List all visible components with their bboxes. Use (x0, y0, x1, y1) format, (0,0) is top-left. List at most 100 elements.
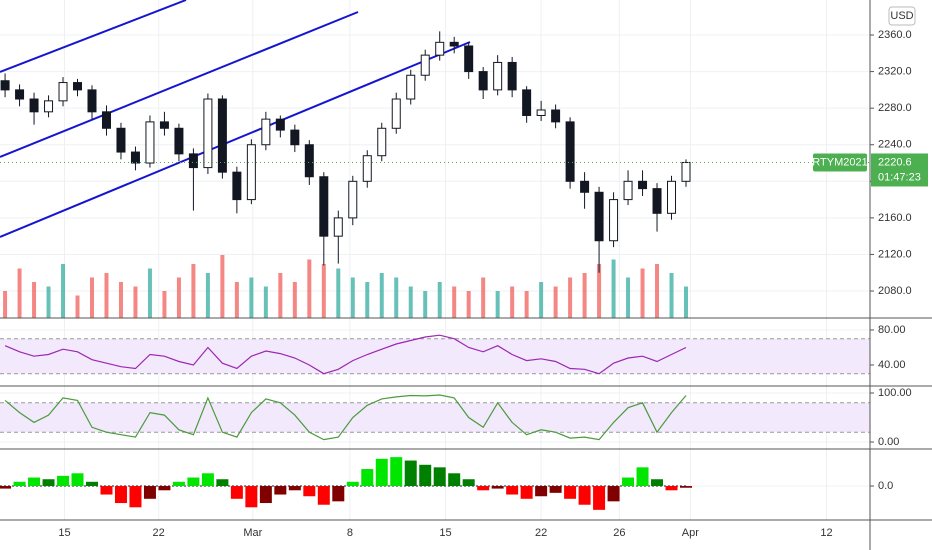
x-tick-label: Apr (682, 527, 699, 539)
histogram-bar (114, 486, 127, 504)
volume-bar (640, 268, 645, 318)
histogram-bar (578, 486, 591, 505)
y-tick-label: 2160.0 (878, 212, 912, 224)
histogram-bar (506, 486, 519, 495)
histogram-bar (651, 479, 664, 487)
histogram-bar (317, 486, 330, 505)
candle-body (58, 82, 68, 102)
indicator-line (4, 394, 687, 441)
histogram-bar (404, 460, 417, 487)
y-tick-label: 2320.0 (878, 65, 912, 77)
x-tick-label: 15 (439, 527, 451, 539)
candle-body (101, 111, 111, 129)
histogram-bar (100, 486, 113, 495)
candle-body (435, 41, 445, 56)
volume-bar (220, 255, 225, 318)
x-tick-label: 22 (535, 527, 547, 539)
band (0, 402, 870, 433)
histogram-bar (665, 486, 678, 491)
y-tick-label: 2080.0 (878, 285, 912, 297)
histogram-bar (593, 486, 606, 510)
histogram-bar (346, 481, 359, 487)
volume-bar (655, 264, 660, 318)
volume-bar (481, 277, 486, 318)
histogram-bar (564, 486, 577, 499)
histogram-bar (143, 486, 156, 499)
volume-bar (205, 273, 210, 318)
volume-bar (423, 291, 428, 318)
histogram-bar (636, 467, 649, 487)
volume-bar (162, 291, 167, 318)
y-tick-label: 2360.0 (878, 29, 912, 41)
volume-bar (379, 273, 384, 318)
candle-body (406, 74, 416, 100)
x-tick-label: Mar (243, 527, 262, 539)
histogram-bar (535, 486, 548, 497)
histogram-bar (477, 486, 490, 491)
candle-body (565, 121, 575, 182)
candle-body (73, 82, 83, 91)
histogram-bar (419, 464, 432, 487)
x-tick-label: 22 (153, 527, 165, 539)
candle-body (174, 127, 184, 155)
x-tick-label: 8 (347, 527, 353, 539)
histogram-bar (288, 486, 301, 491)
y-tick-label: 2120.0 (878, 248, 912, 260)
histogram-bar (361, 469, 374, 487)
y-tick-label: 0.0 (878, 480, 893, 492)
plot (0, 31, 870, 510)
volume-bar (61, 264, 66, 318)
volume-bar (17, 268, 22, 318)
volume-bar (365, 282, 370, 318)
histogram-bar (680, 486, 693, 488)
indicator-line (4, 334, 687, 375)
candle-body (681, 161, 691, 182)
candle-body (667, 180, 677, 214)
histogram-bar (491, 486, 504, 489)
candle-body (203, 98, 213, 169)
candle-body (15, 89, 25, 100)
volume-bar (495, 291, 500, 318)
candle-body (188, 153, 198, 169)
volume-bar (466, 291, 471, 318)
histogram-bar (216, 479, 229, 487)
volume-bar (669, 273, 674, 318)
price-box (871, 153, 928, 187)
currency: USD (890, 10, 913, 22)
histogram-bar (622, 477, 635, 487)
x-tick-label: 26 (613, 527, 625, 539)
histogram-bar (332, 486, 345, 502)
histogram-bar (230, 486, 243, 499)
candle-body (348, 180, 358, 219)
candle-body (261, 118, 271, 146)
histogram-bar (201, 473, 214, 487)
candle-body (652, 188, 662, 214)
volume-bar (118, 282, 123, 318)
histogram-bar (0, 486, 12, 489)
volume-bar (336, 268, 341, 318)
histogram-bar (187, 477, 200, 487)
trend-line (0, 0, 187, 73)
currency-box[interactable] (888, 6, 916, 26)
candle-body (319, 176, 329, 237)
volume-bar (32, 282, 37, 318)
volume-bar (46, 286, 51, 318)
volume-bar (75, 295, 80, 318)
candle-body (464, 45, 474, 73)
volume-bar (539, 282, 544, 318)
candle-body (116, 127, 126, 153)
candle-body (449, 41, 459, 47)
histogram-bar (274, 486, 287, 495)
histogram-bar (245, 486, 258, 508)
histogram-bar (433, 467, 446, 487)
x-tick-label: 15 (58, 527, 70, 539)
volume-bar (292, 282, 297, 318)
histogram-bar (390, 457, 403, 487)
histogram-bar (28, 477, 41, 487)
candle-body (290, 129, 300, 146)
histogram-bar (129, 486, 142, 508)
y-tick-label: 80.00 (878, 324, 906, 336)
candle-body (362, 155, 372, 182)
symbol-box (813, 153, 867, 172)
